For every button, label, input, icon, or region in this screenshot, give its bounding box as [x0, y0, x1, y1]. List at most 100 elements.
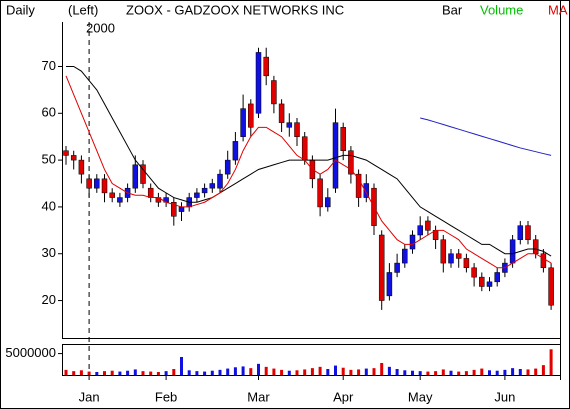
candle-body	[101, 178, 108, 194]
x-tick-label: Apr	[333, 389, 354, 404]
volume-bar	[133, 369, 137, 375]
volume-bar	[241, 366, 245, 375]
volume-bar	[141, 371, 145, 375]
volume-bar	[541, 365, 545, 375]
candle-body	[217, 173, 223, 189]
volume-bar	[156, 372, 160, 375]
volume-bar	[118, 371, 122, 375]
ma-label: MA	[548, 2, 568, 17]
volume-bar	[164, 371, 168, 375]
candle-body	[132, 164, 139, 189]
volume-bar	[549, 349, 553, 375]
volume-bar	[264, 366, 268, 375]
candle-body	[94, 178, 100, 189]
volume-bar	[534, 368, 538, 375]
volume-bar	[503, 369, 507, 375]
volume-bar	[464, 371, 468, 375]
candle-body	[471, 267, 477, 278]
volume-bar	[326, 369, 330, 375]
candle-body	[509, 239, 516, 264]
volume-bar	[87, 371, 91, 375]
x-tick-label: Jan	[79, 389, 100, 404]
volume-bar	[395, 369, 399, 375]
candle-body	[440, 239, 447, 264]
candle-body	[340, 127, 346, 151]
candle-body	[117, 197, 123, 203]
volume-bar	[334, 365, 337, 375]
volume-bar	[364, 368, 368, 375]
volume-bar	[195, 371, 199, 375]
volume-bar	[64, 369, 68, 375]
candle-body	[517, 225, 524, 240]
volume-bar	[272, 368, 276, 375]
candle-body	[201, 187, 208, 194]
candle-body	[63, 150, 69, 156]
candle-body	[378, 234, 385, 301]
candle-body	[171, 201, 177, 217]
x-tick-label: Jun	[494, 389, 515, 404]
volume-bar	[210, 370, 214, 375]
candle-body	[209, 183, 216, 189]
volume-bar	[180, 357, 183, 375]
volume-bar	[403, 370, 407, 375]
volume-bar	[357, 369, 361, 375]
volume-bar	[295, 370, 299, 375]
candle-body	[532, 239, 539, 254]
volume-bar	[472, 369, 476, 375]
x-tick-label: Mar	[247, 389, 270, 404]
candle-body	[402, 248, 408, 264]
candle-body	[317, 178, 323, 208]
candle-body	[486, 281, 493, 287]
candle-body	[178, 206, 185, 212]
candle-body	[494, 272, 500, 283]
candle-body	[425, 220, 431, 231]
x-tick-label: May	[408, 389, 433, 404]
candle-body	[363, 183, 370, 198]
volume-bar	[495, 370, 499, 375]
x-tick-label: Feb	[155, 389, 177, 404]
volume-bar	[72, 371, 76, 375]
y-tick-label: 60	[42, 105, 56, 120]
volume-bar	[203, 371, 207, 375]
volume-bar	[488, 370, 491, 375]
y-tick-label: 70	[42, 58, 56, 73]
moving-average	[65, 75, 552, 269]
volume-bar	[218, 369, 222, 375]
candle-body	[301, 136, 308, 161]
volume-bar	[341, 367, 345, 375]
candle-body	[540, 253, 547, 269]
volume-bar	[110, 370, 114, 375]
candle-body	[394, 262, 400, 273]
candle-body	[232, 141, 239, 161]
year-label: 2000	[86, 20, 115, 35]
candle-body	[409, 234, 416, 250]
volume-bar	[387, 366, 391, 375]
candle-body	[286, 122, 293, 128]
volume-bar	[457, 371, 461, 375]
volume-bar	[511, 368, 515, 375]
volume-bar	[441, 369, 445, 375]
volume-bar	[372, 368, 376, 375]
volume-bar	[418, 371, 422, 375]
candle-body	[463, 258, 470, 269]
volume-bar	[380, 363, 384, 375]
volume-bar	[526, 369, 530, 375]
candle-body	[325, 197, 331, 208]
volume-bar	[349, 369, 353, 375]
volume-panel	[62, 344, 561, 376]
volume-bar	[233, 367, 237, 375]
style: Bar	[442, 2, 463, 17]
candle-body	[140, 164, 146, 184]
volume-bar	[79, 370, 83, 375]
volume-bar	[103, 371, 106, 375]
candle-body	[332, 122, 339, 189]
period: Daily	[6, 2, 35, 17]
candle-body	[109, 192, 115, 198]
moving-average	[420, 117, 552, 156]
volume-label: Volume	[480, 2, 523, 17]
y-tick-label: 20	[42, 292, 56, 307]
candle-body	[147, 187, 154, 198]
volume-bar	[249, 368, 253, 375]
volume-bar	[257, 363, 260, 375]
